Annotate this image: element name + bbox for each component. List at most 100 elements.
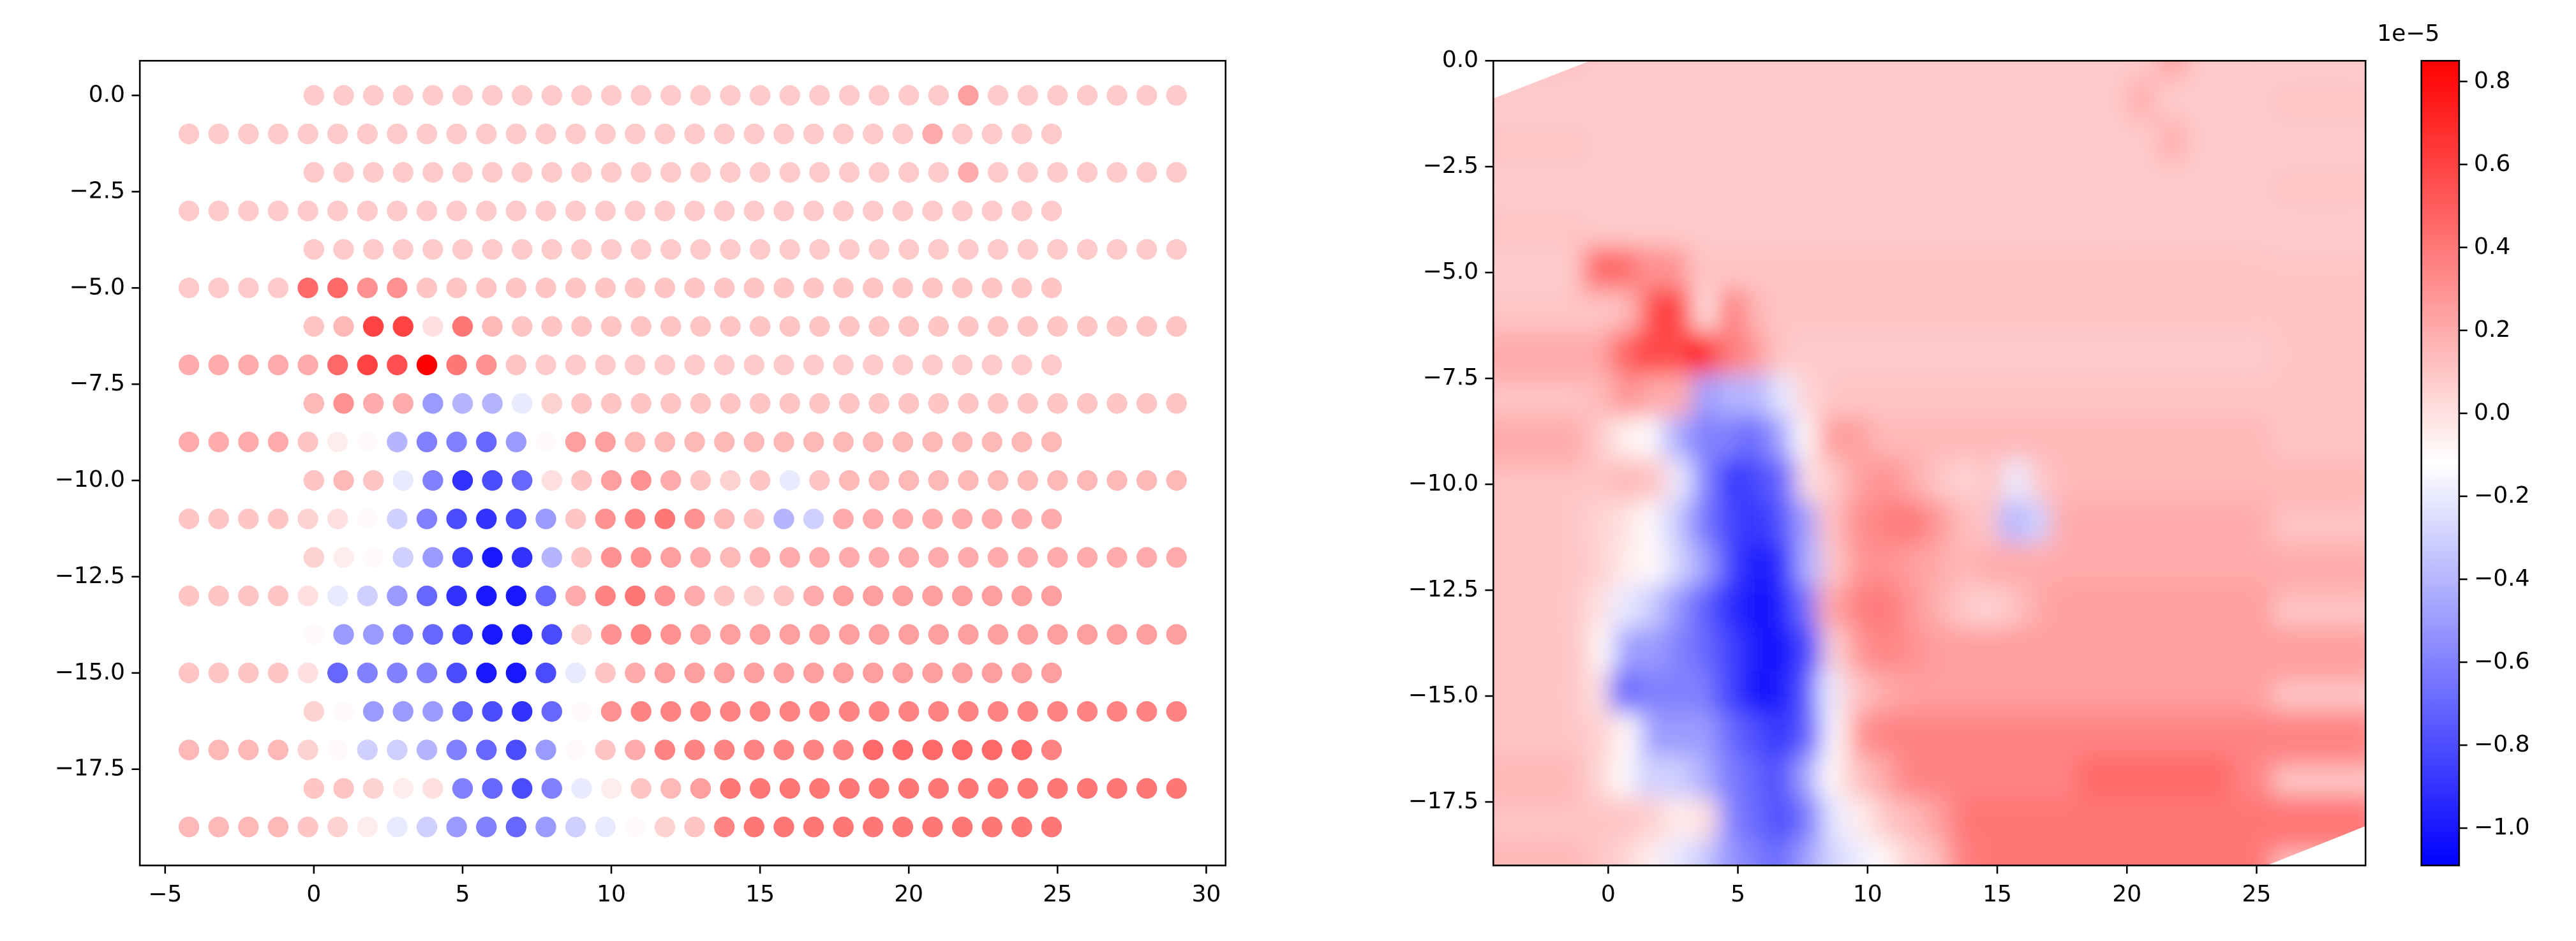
point [951,817,973,838]
point [713,585,735,607]
point [803,354,824,376]
point [928,85,949,106]
point [868,778,890,799]
point [1041,817,1062,838]
point [387,662,408,684]
point [749,470,771,491]
point [333,470,354,491]
point [387,817,408,838]
y-tick-label: 0.0 [89,82,125,108]
point [928,470,949,491]
point [297,739,318,760]
point [951,662,973,684]
point [684,585,705,607]
point [422,700,443,722]
point [779,239,800,260]
point [446,354,467,376]
point [1011,200,1032,221]
point [749,778,771,799]
point [928,700,949,722]
point [238,739,259,760]
point [535,354,556,376]
field-cell [2341,289,2366,341]
point [690,547,711,568]
point [654,431,676,452]
point [720,547,741,568]
point [654,278,676,299]
point [446,200,467,221]
point [684,354,705,376]
axes-frame [138,59,1226,866]
point [654,817,676,838]
point [476,739,497,760]
point [327,817,348,838]
point [868,85,890,106]
point [922,739,943,760]
point [327,123,348,145]
point [898,239,919,260]
point [773,662,794,684]
point [1011,508,1032,530]
point [511,700,533,722]
point [749,239,771,260]
point [863,662,884,684]
point [1047,239,1068,260]
point [446,585,467,607]
y-tick-label: −17.5 [1408,788,1478,814]
point [392,700,413,722]
point [600,393,622,414]
point [1011,662,1032,684]
point [713,508,735,530]
field [1493,61,2366,866]
point [178,431,200,452]
point [452,470,473,491]
point [333,624,354,645]
point [422,470,443,491]
field-cell [2231,671,2271,722]
point [571,393,592,414]
point [297,431,318,452]
point [505,354,527,376]
y-tick-label: 0.0 [1442,47,1478,73]
point [476,585,497,607]
point [660,85,681,106]
point [654,508,676,530]
y-tick-label: −15.0 [55,659,125,685]
point [833,739,854,760]
point [863,817,884,838]
point [1047,316,1068,337]
point [511,624,533,645]
point [625,662,646,684]
point [303,470,325,491]
point [267,739,289,760]
point [333,239,354,260]
point [660,162,681,183]
point [773,354,794,376]
point [779,624,800,645]
point [898,700,919,722]
point [625,817,646,838]
point [1136,778,1158,799]
point [267,123,289,145]
point [357,200,378,221]
point [1047,85,1068,106]
point [452,393,473,414]
point [511,316,533,337]
point [892,817,914,838]
point [720,316,741,337]
point [833,662,854,684]
point [892,431,914,452]
point [565,200,586,221]
point [178,123,200,145]
point [803,508,824,530]
point [779,85,800,106]
x-tick-label: 5 [455,881,470,907]
colorbar-tick-label: 0.8 [2474,68,2510,94]
point [422,162,443,183]
point [987,162,1009,183]
colorbar-tick-label: 0.4 [2474,233,2510,260]
point [392,239,413,260]
point [600,162,622,183]
point [452,316,473,337]
point [868,700,890,722]
